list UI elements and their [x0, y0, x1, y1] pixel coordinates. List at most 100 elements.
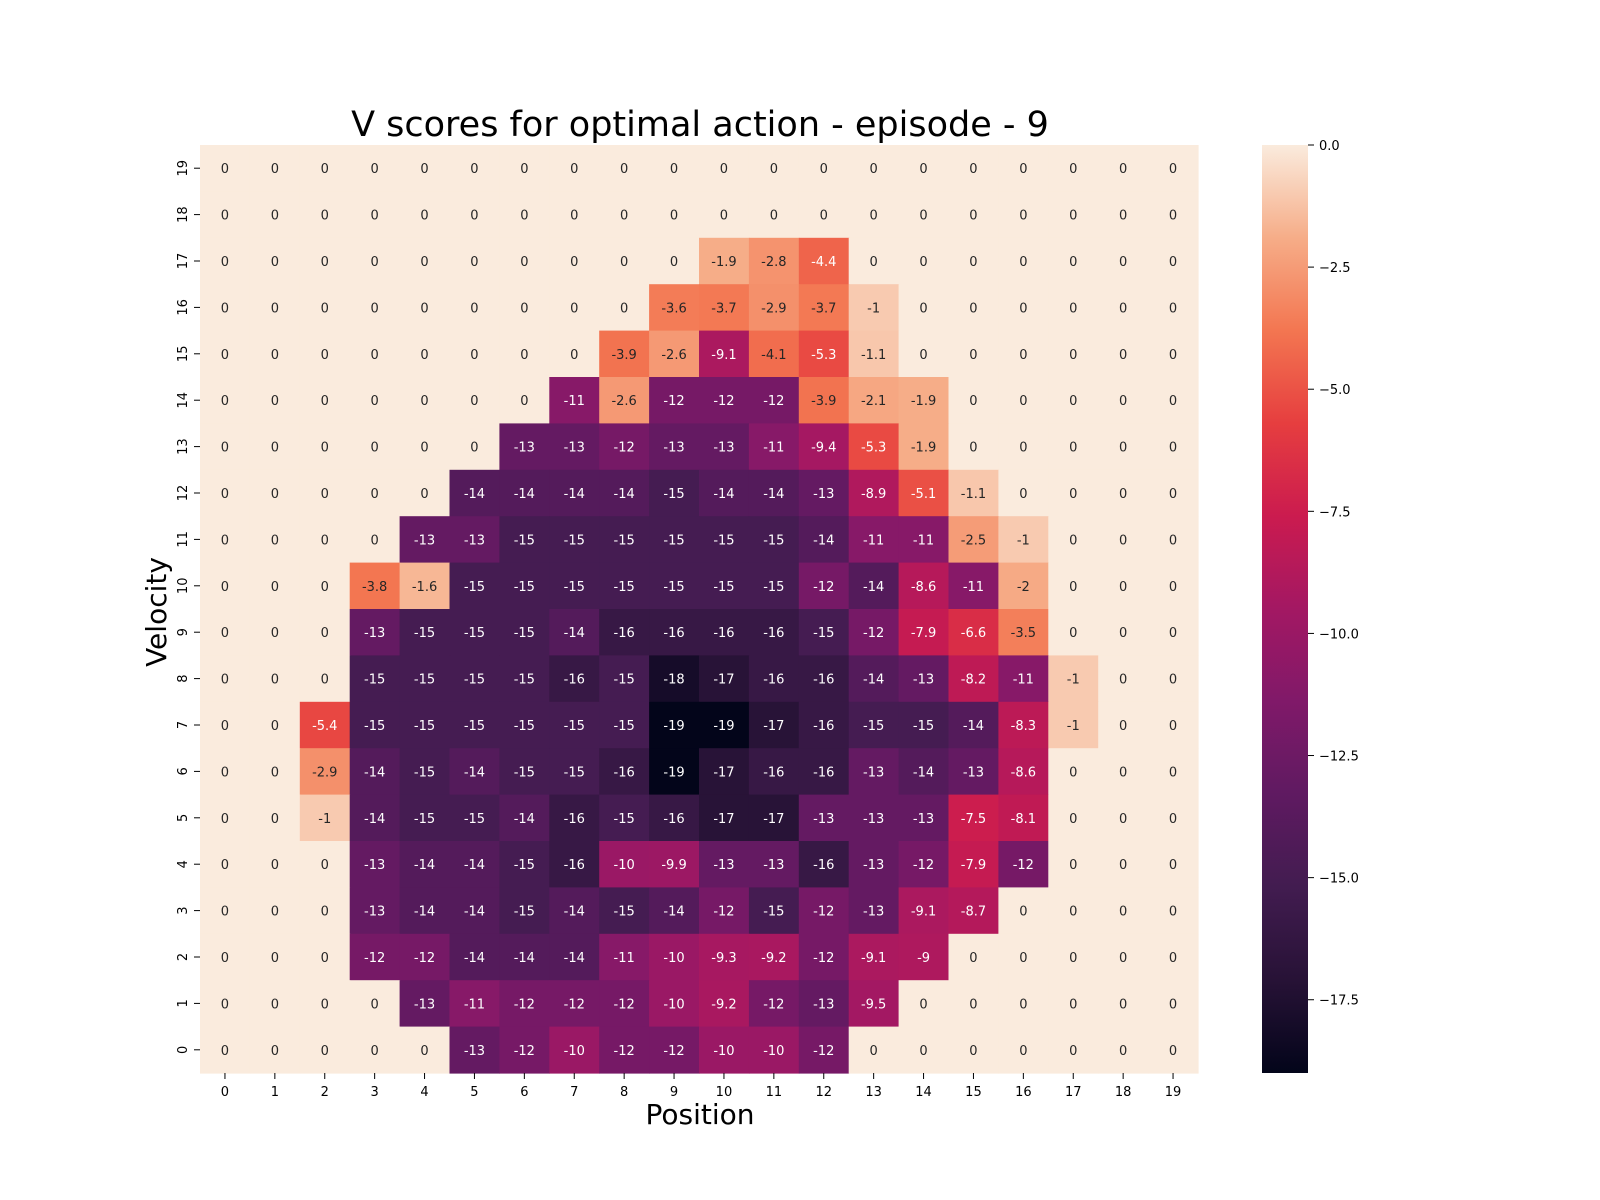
cell-value-label: 0 [969, 348, 977, 363]
heatmap-cell [798, 1026, 850, 1074]
cell-value-label: 0 [919, 348, 927, 363]
heatmap-cell [599, 237, 650, 285]
cell-value-label: -13 [414, 533, 435, 548]
x-tick-label: 13 [865, 1085, 882, 1100]
y-tick-label: 5 [176, 814, 191, 822]
heatmap-cell [349, 1026, 401, 1074]
x-tick-label: 9 [670, 1085, 678, 1100]
heatmap-cell [1098, 1026, 1149, 1074]
cell-value-label: 0 [620, 162, 628, 177]
heatmap-cell [1098, 980, 1149, 1028]
cell-value-label: -9 [917, 951, 930, 966]
heatmap-cell [649, 887, 700, 935]
cell-value-label: -12 [913, 858, 934, 873]
heatmap-cell [549, 794, 600, 842]
cell-value-label: -15 [763, 905, 784, 920]
heatmap-cell [948, 933, 999, 981]
heatmap-cell [399, 516, 451, 564]
heatmap-cell [1098, 191, 1149, 239]
cell-value-label: 0 [1169, 1044, 1177, 1059]
cell-value-label: 0 [321, 209, 329, 224]
cell-value-label: -13 [813, 487, 834, 502]
cell-value-label: -12 [713, 394, 734, 409]
heatmap-cell [1048, 330, 1099, 378]
heatmap-cell [798, 423, 850, 471]
heatmap-cell [848, 701, 900, 749]
cell-value-label: -12 [1013, 858, 1034, 873]
cell-value-label: -16 [614, 626, 635, 641]
cell-value-label: 0 [420, 487, 428, 502]
x-tick-label: 5 [470, 1085, 478, 1100]
heatmap-cell [898, 980, 950, 1028]
cell-value-label: -16 [763, 765, 784, 780]
heatmap-cell [1148, 516, 1199, 564]
cell-value-label: -14 [564, 951, 585, 966]
heatmap-cell [649, 1026, 700, 1074]
cell-value-label: -10 [614, 858, 635, 873]
heatmap-cell [549, 887, 600, 935]
heatmap-cell [549, 284, 600, 332]
heatmap-cell [798, 284, 850, 332]
cell-value-label: 0 [221, 765, 229, 780]
heatmap-cell [1148, 562, 1199, 610]
cell-value-label: 0 [1069, 348, 1077, 363]
heatmap-cell [699, 562, 750, 610]
cell-value-label: 0 [1119, 626, 1127, 641]
cell-value-label: 0 [1019, 394, 1027, 409]
heatmap-cell [200, 191, 251, 239]
heatmap-cell [1048, 562, 1099, 610]
cell-value-label: 0 [420, 348, 428, 363]
heatmap-cell [1098, 516, 1149, 564]
cell-value-label: -15 [813, 626, 834, 641]
heatmap-cell [349, 655, 401, 703]
heatmap-cell [200, 655, 251, 703]
cell-value-label: -15 [414, 719, 435, 734]
cell-value-label: 0 [321, 1044, 329, 1059]
cell-value-label: 0 [221, 533, 229, 548]
cell-value-label: -13 [364, 905, 385, 920]
cell-value-label: -12 [813, 1044, 834, 1059]
heatmap-cell [1048, 609, 1099, 656]
heatmap-cell [649, 330, 700, 378]
colorbar [1262, 145, 1308, 1073]
cell-value-label: -15 [663, 487, 684, 502]
cell-value-label: -2 [1017, 580, 1030, 595]
heatmap-cell [449, 701, 500, 749]
heatmap-cell [549, 933, 600, 981]
heatmap-cell [848, 377, 900, 424]
cell-value-label: -12 [514, 997, 535, 1012]
colorbar-axis: 0.0 −2.5 −5.0 −7.5 −10.0 −12.5 −15.0 −17.5 [1308, 139, 1359, 1009]
cell-value-label: 0 [1069, 209, 1077, 224]
cell-value-label: -14 [564, 905, 585, 920]
cell-value-label: 0 [420, 394, 428, 409]
heatmap-cell [249, 1026, 301, 1074]
cell-value-label: -14 [564, 626, 585, 641]
heatmap-cell [748, 701, 800, 749]
heatmap-cell [848, 841, 900, 888]
heatmap-cell [499, 609, 550, 656]
heatmap-cell [848, 980, 900, 1028]
cell-value-label: -5.1 [911, 487, 936, 502]
cell-value-label: -13 [913, 673, 934, 688]
heatmap-cell [399, 980, 451, 1028]
heatmap-cell [898, 145, 950, 192]
y-tick-label: 3 [176, 906, 191, 914]
cell-value-label: 0 [470, 301, 478, 316]
heatmap-cell [649, 377, 700, 424]
heatmap-cell [449, 423, 500, 471]
cell-value-label: -14 [713, 487, 734, 502]
heatmap-cell [349, 933, 401, 981]
heatmap-cell [200, 701, 251, 749]
heatmap-cell [699, 284, 750, 332]
cell-value-label: 0 [1119, 812, 1127, 827]
cell-value-label: 0 [420, 162, 428, 177]
heatmap-cell [898, 609, 950, 656]
cell-value-label: -14 [863, 580, 884, 595]
cell-value-label: 0 [221, 1044, 229, 1059]
x-tick-label: 11 [766, 1085, 783, 1100]
cell-value-label: -16 [663, 626, 684, 641]
cell-value-label: 0 [321, 441, 329, 456]
cell-value-label: 0 [221, 348, 229, 363]
heatmap-cell [549, 980, 600, 1028]
cell-value-label: -15 [713, 533, 734, 548]
